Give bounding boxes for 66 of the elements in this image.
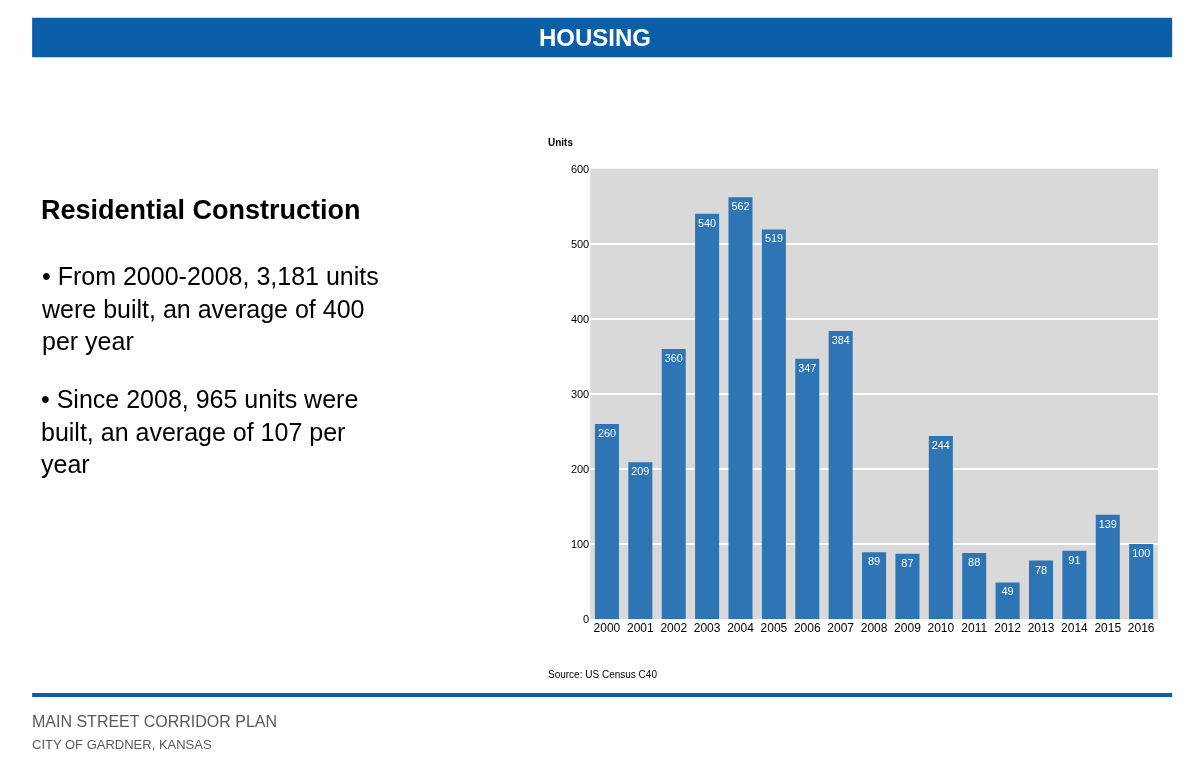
bar (628, 462, 653, 620)
text: MAIN STREET CORRIDOR PLAN (32, 713, 278, 730)
source-note: Source: US Census C40 (548, 669, 658, 680)
y-tick-label: 0 (583, 613, 590, 626)
y-axis-title: Units (548, 137, 574, 148)
x-tick-label: 2009 (894, 621, 922, 636)
y-tick-label: 500 (570, 237, 590, 250)
data-label: 88 (968, 556, 981, 569)
y-tick-label: 400 (570, 312, 590, 325)
x-tick-label: 2005 (760, 621, 788, 636)
data-label: 260 (597, 426, 616, 439)
x-tick-label: 2007 (827, 621, 855, 636)
x-tick-label: 2013 (1027, 621, 1055, 636)
text: • Since 2008, 965 units were built, an average of 107 per year (41, 385, 359, 478)
x-tick-label: 2016 (1127, 621, 1155, 636)
data-label: 384 (831, 333, 850, 346)
text: Residential Construction (41, 195, 361, 225)
data-label: 49 (1001, 585, 1014, 598)
bar (1028, 560, 1054, 620)
x-tick-label: 2011 (961, 621, 988, 636)
bar (1062, 550, 1087, 620)
x-tick-label: 2015 (1094, 621, 1122, 636)
bar (795, 358, 820, 620)
bar (728, 197, 753, 620)
text: • From 2000-2008, 3,181 units were built, an average of 400 per year (41, 262, 379, 355)
data-label: 540 (698, 216, 717, 229)
x-tick-label: 2002 (660, 621, 688, 636)
bar (962, 553, 987, 620)
data-label: 89 (867, 555, 881, 568)
bar (928, 436, 953, 620)
x-tick-label: 2000 (593, 621, 621, 636)
bar (594, 424, 619, 620)
data-label: 100 (1132, 546, 1151, 559)
x-tick-label: 2014 (1061, 621, 1089, 636)
bar (1129, 544, 1154, 620)
data-label: 244 (931, 438, 950, 451)
x-tick-label: 2004 (727, 621, 755, 636)
x-tick-label: 2003 (693, 621, 721, 636)
y-tick-label: 200 (570, 462, 590, 475)
x-tick-label: 2008 (860, 621, 888, 636)
x-tick-label: 2010 (927, 621, 955, 636)
data-label: 347 (798, 361, 817, 374)
data-label: 91 (1068, 553, 1081, 566)
y-tick-label: 600 (570, 162, 590, 175)
data-label: 360 (664, 351, 683, 364)
bar (661, 348, 686, 620)
y-tick-label: 300 (570, 387, 590, 400)
data-label: 78 (1034, 563, 1048, 576)
bar (695, 213, 720, 620)
bar (761, 229, 786, 620)
x-tick-label: 2006 (793, 621, 821, 636)
bar (828, 330, 853, 620)
y-tick-label: 100 (570, 537, 590, 550)
bar (862, 552, 887, 620)
data-label: 139 (1098, 517, 1117, 530)
bar (895, 553, 920, 620)
chart-title: HOUSING (539, 24, 652, 51)
data-label: 519 (764, 232, 783, 245)
x-tick-label: 2001 (626, 621, 654, 636)
bar (1095, 514, 1120, 620)
data-label: 87 (901, 556, 914, 569)
x-tick-label: 2012 (994, 621, 1022, 636)
data-label: 209 (631, 465, 650, 478)
bar (995, 582, 1020, 620)
data-label: 562 (731, 200, 750, 213)
text: CITY OF GARDNER, KANSAS (32, 737, 212, 752)
